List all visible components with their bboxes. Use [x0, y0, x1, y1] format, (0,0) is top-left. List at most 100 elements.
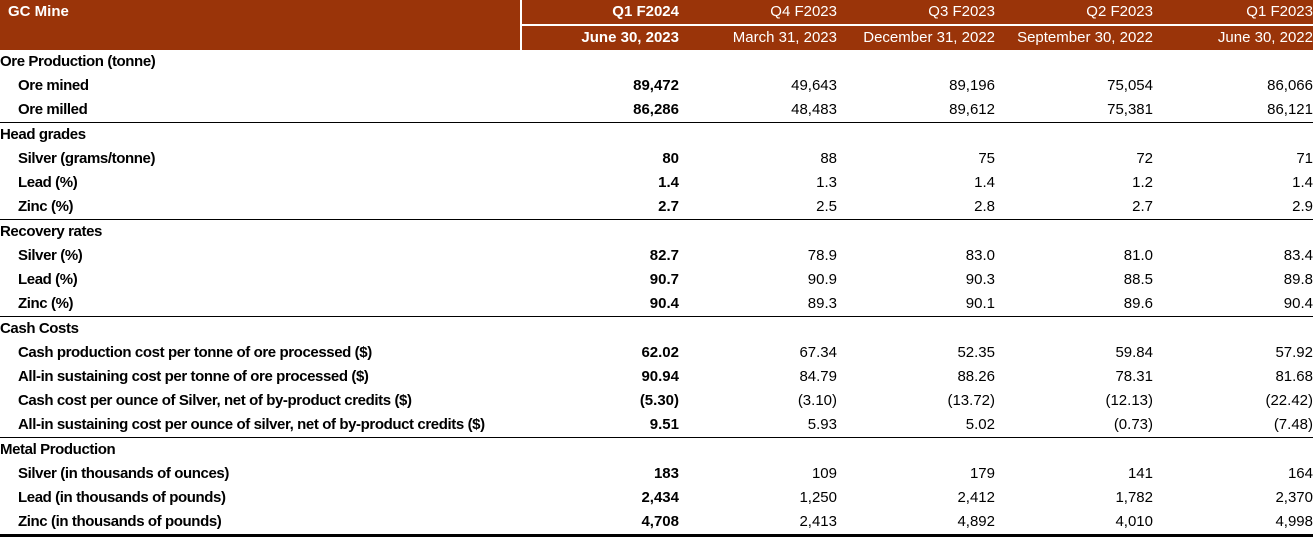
value-cell: 90.4: [1283, 295, 1313, 312]
period-header-q1-f2024: Q1 F2024: [520, 0, 679, 26]
value-cell: 2,412: [957, 489, 995, 506]
table-row-cash-cost-per-ounce: Cash cost per ounce of Silver, net of by…: [0, 389, 1313, 413]
date-header-q1-f2024: June 30, 2023: [520, 25, 679, 50]
metric-label: All-in sustaining cost per ounce of silv…: [18, 416, 485, 433]
value-cell: 1.4: [1292, 174, 1313, 191]
empty-cell: [995, 219, 1153, 244]
value-cell: 179: [969, 465, 995, 482]
empty-cell: [521, 122, 679, 147]
period-header-q3-f2023: Q3 F2023: [837, 0, 995, 26]
metric-label: Lead (in thousands of pounds): [18, 489, 226, 506]
table-row-head-grade-lead: Lead (%) 1.4 1.3 1.4 1.2 1.4: [0, 171, 1313, 195]
value-cell: 52.35: [957, 344, 995, 361]
value-cell: (0.73): [1113, 416, 1153, 433]
metric-label: Zinc (%): [18, 295, 74, 312]
metric-label: Ore mined: [18, 77, 89, 94]
section-row-cash-costs: Cash Costs: [0, 316, 1313, 341]
date-header-q3-f2023: December 31, 2022: [837, 25, 995, 50]
value-cell: 109: [811, 465, 837, 482]
value-cell: 67.34: [799, 344, 837, 361]
empty-cell: [837, 50, 995, 74]
value-cell: 86,066: [1267, 77, 1313, 94]
value-cell: 82.7: [649, 247, 679, 264]
table-header: GC Mine Q1 F2024 Q4 F2023 Q3 F2023 Q2 F2…: [0, 0, 1313, 50]
value-cell: 2,413: [799, 513, 837, 530]
value-cell: 1.2: [1132, 174, 1153, 191]
value-cell: 80: [662, 150, 679, 167]
empty-cell: [837, 219, 995, 244]
empty-cell: [837, 437, 995, 462]
metric-label: Silver (in thousands of ounces): [18, 465, 229, 482]
value-cell: (5.30): [639, 392, 679, 409]
value-cell: 75,054: [1107, 77, 1153, 94]
date-header-q4-f2023: March 31, 2023: [679, 25, 837, 50]
table-body: Ore Production (tonne) Ore mined 89,472 …: [0, 50, 1313, 536]
value-cell: 86,121: [1267, 101, 1313, 118]
metric-label: Silver (grams/tonne): [18, 150, 156, 167]
empty-cell: [679, 122, 837, 147]
value-cell: 72: [1136, 150, 1153, 167]
table-row-ore-milled: Ore milled 86,286 48,483 89,612 75,381 8…: [0, 98, 1313, 123]
value-cell: 4,010: [1115, 513, 1153, 530]
value-cell: 4,998: [1275, 513, 1313, 530]
value-cell: 88: [820, 150, 837, 167]
value-cell: 1,782: [1115, 489, 1153, 506]
empty-cell: [995, 122, 1153, 147]
value-cell: 71: [1296, 150, 1313, 167]
metric-label: Cash production cost per tonne of ore pr…: [18, 344, 372, 361]
value-cell: 83.4: [1283, 247, 1313, 264]
section-row-head-grades: Head grades: [0, 122, 1313, 147]
value-cell: 89.6: [1123, 295, 1153, 312]
metric-label: Cash cost per ounce of Silver, net of by…: [18, 392, 412, 409]
metric-label: All-in sustaining cost per tonne of ore …: [18, 368, 369, 385]
empty-cell: [521, 437, 679, 462]
empty-cell: [521, 50, 679, 74]
metric-label: Lead (%): [18, 174, 78, 191]
period-header-q4-f2023: Q4 F2023: [679, 0, 837, 26]
value-cell: 86,286: [633, 101, 679, 118]
table-row-cash-production-cost: Cash production cost per tonne of ore pr…: [0, 341, 1313, 365]
section-label: Recovery rates: [0, 219, 521, 244]
value-cell: 2.5: [816, 198, 837, 215]
table-row-aisc-per-tonne: All-in sustaining cost per tonne of ore …: [0, 365, 1313, 389]
value-cell: 2,370: [1275, 489, 1313, 506]
table-title: GC Mine: [0, 0, 521, 50]
value-cell: 89,472: [633, 77, 679, 94]
value-cell: 2.8: [974, 198, 995, 215]
empty-cell: [837, 122, 995, 147]
empty-cell: [679, 316, 837, 341]
section-label: Head grades: [0, 122, 521, 147]
value-cell: 88.26: [957, 368, 995, 385]
metric-label: Lead (%): [18, 271, 78, 288]
value-cell: 84.79: [799, 368, 837, 385]
section-row-metal-production: Metal Production: [0, 437, 1313, 462]
table-row-aisc-per-ounce: All-in sustaining cost per ounce of silv…: [0, 413, 1313, 438]
value-cell: 141: [1127, 465, 1153, 482]
table-row-recovery-silver: Silver (%) 82.7 78.9 83.0 81.0 83.4: [0, 244, 1313, 268]
value-cell: 1.3: [816, 174, 837, 191]
value-cell: 2.7: [658, 198, 679, 215]
value-cell: 5.93: [807, 416, 837, 433]
section-row-recovery-rates: Recovery rates: [0, 219, 1313, 244]
value-cell: 59.84: [1115, 344, 1153, 361]
value-cell: 90.7: [649, 271, 679, 288]
value-cell: 62.02: [641, 344, 679, 361]
value-cell: (22.42): [1265, 392, 1313, 409]
table-row-metal-silver: Silver (in thousands of ounces) 183 109 …: [0, 462, 1313, 486]
empty-cell: [521, 316, 679, 341]
empty-cell: [521, 219, 679, 244]
value-cell: 1.4: [974, 174, 995, 191]
value-cell: 4,892: [957, 513, 995, 530]
value-cell: (13.72): [947, 392, 995, 409]
value-cell: 78.31: [1115, 368, 1153, 385]
metric-label: Silver (%): [18, 247, 83, 264]
empty-cell: [995, 316, 1153, 341]
section-label: Metal Production: [0, 437, 521, 462]
value-cell: 90.3: [965, 271, 995, 288]
value-cell: 75,381: [1107, 101, 1153, 118]
section-label: Ore Production (tonne): [0, 53, 156, 70]
empty-cell: [1153, 316, 1313, 341]
empty-cell: [995, 437, 1153, 462]
value-cell: 75: [978, 150, 995, 167]
